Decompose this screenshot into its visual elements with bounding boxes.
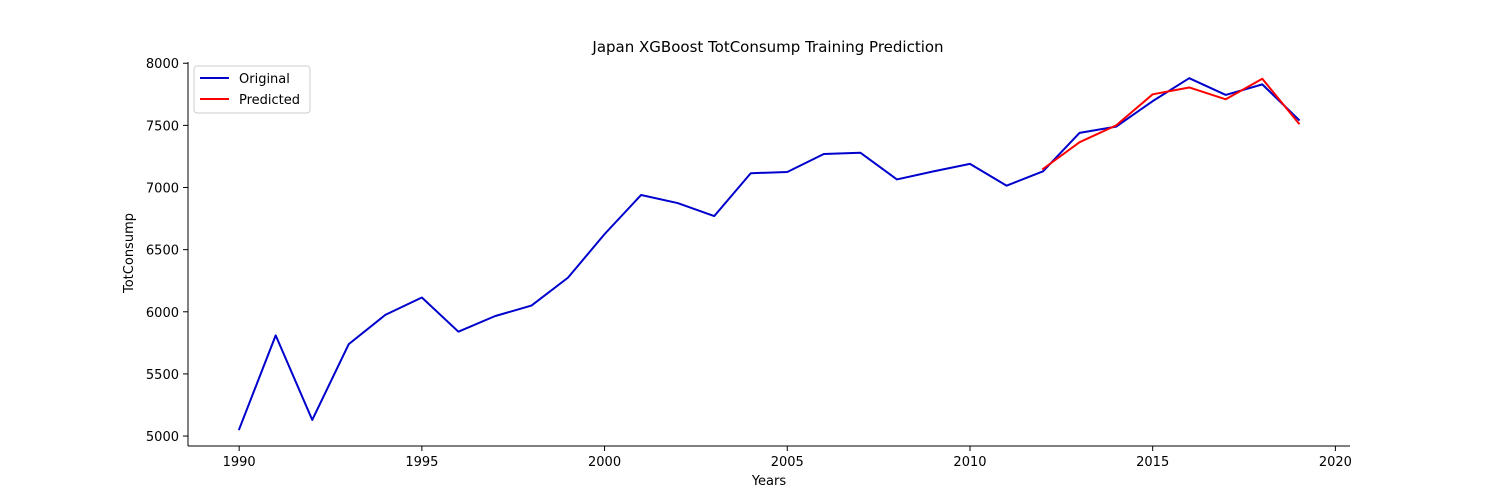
series-line-predicted [1041, 77, 1301, 171]
x-axis-ticks: 1990 1995 2000 2005 2010 2015 2020 [223, 446, 1352, 470]
x-tick-label: 1990 [223, 455, 256, 470]
series-line-original [237, 77, 1301, 431]
legend-label-original: Original [239, 72, 290, 87]
y-axis-ticks: 5000 5500 6000 6500 7000 7500 8000 [146, 57, 188, 445]
chart-legend: Original Predicted [193, 65, 311, 114]
x-tick-label: 2005 [771, 455, 804, 470]
chart-title: Japan XGBoost TotConsump Training Predic… [591, 38, 943, 56]
y-tick-label: 6000 [146, 306, 179, 321]
y-tick-label: 6500 [146, 244, 179, 259]
series-layer [237, 77, 1301, 431]
x-tick-label: 2000 [588, 455, 621, 470]
x-tick-label: 2015 [1136, 455, 1169, 470]
x-tick-label: 2010 [953, 455, 986, 470]
x-axis-label: Years [751, 474, 787, 489]
y-tick-label: 5500 [146, 368, 179, 383]
y-tick-label: 7500 [146, 119, 179, 134]
y-tick-label: 7000 [146, 182, 179, 197]
y-tick-label: 8000 [146, 57, 179, 72]
x-tick-label: 1995 [405, 455, 438, 470]
x-tick-label: 2020 [1319, 455, 1352, 470]
legend-label-predicted: Predicted [239, 93, 300, 108]
y-tick-label: 5000 [146, 430, 179, 445]
y-axis-label: TotConsump [122, 213, 137, 294]
